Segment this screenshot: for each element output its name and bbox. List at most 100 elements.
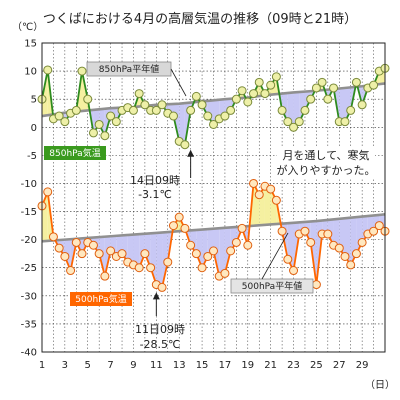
series-500-point — [197, 263, 207, 273]
series-500-point — [94, 249, 104, 259]
series-850-point — [289, 122, 299, 132]
x-tick-label: 25 — [310, 360, 323, 371]
series-500-point — [243, 240, 253, 250]
annotation-500-min-value: -28.5℃ — [140, 338, 181, 351]
series-500-point — [60, 251, 70, 261]
series-500-point — [237, 223, 247, 233]
series-850-normal-line — [41, 82, 386, 118]
series-850-point — [266, 80, 276, 90]
x-tick-label: 17 — [219, 360, 232, 371]
series-500-point — [249, 178, 259, 188]
series-500-point — [174, 212, 184, 222]
series-500-point — [203, 251, 213, 261]
series-850-point — [94, 119, 104, 129]
series-850-cold-fill — [299, 91, 305, 122]
annotation-850-min-value: -3.1℃ — [138, 188, 172, 201]
series-500-point — [66, 266, 76, 276]
plot-frame — [41, 42, 386, 353]
y-axis-label: （℃） — [12, 21, 43, 33]
series-850-point — [191, 91, 201, 101]
x-tick-label: 11 — [150, 360, 163, 371]
series-500-point — [48, 232, 58, 242]
series-850-point — [83, 94, 93, 104]
series-850-point — [77, 66, 87, 76]
label-850-normal: 850hPa平年値 — [99, 63, 159, 75]
series-850-point — [254, 77, 264, 87]
y-tick-label: -40 — [21, 348, 37, 359]
label-500-temp: 500hPa気温 — [75, 293, 126, 305]
series-500-point — [43, 187, 53, 197]
chart-title: つくばにおける4月の高層気温の推移（09時と21時） — [42, 12, 358, 27]
series-500-point — [351, 249, 361, 259]
series-850-point — [351, 77, 361, 87]
series-500-normal-line — [41, 213, 386, 243]
x-tick-label: 21 — [264, 360, 277, 371]
series-850-point — [60, 117, 70, 127]
series-500-point — [168, 221, 178, 231]
series-850-point — [277, 105, 287, 115]
series-500-point — [323, 229, 333, 239]
series-850-point — [249, 89, 259, 99]
series-850-point — [237, 86, 247, 96]
series-850-point — [180, 140, 190, 150]
series-850-point — [340, 117, 350, 127]
series-850-cold-fill — [179, 103, 185, 145]
series-850-point — [151, 105, 161, 115]
annotation-850-min-date: 14日09時 — [130, 174, 180, 187]
series-850-point — [260, 89, 270, 99]
y-tick-label: -15 — [21, 207, 37, 218]
x-tick-label: 27 — [333, 360, 346, 371]
series-500-point — [334, 243, 344, 253]
y-tick-label: -20 — [21, 235, 37, 246]
series-500-point — [117, 249, 127, 259]
series-500-point — [209, 246, 218, 256]
series-500-point — [231, 237, 241, 247]
x-tick-label: 5 — [85, 360, 91, 371]
series-500-cold-fill — [196, 229, 203, 268]
series-850-point — [231, 94, 241, 104]
series-850-point — [369, 80, 379, 90]
series-500-point — [311, 280, 321, 290]
x-tick-label: 15 — [196, 360, 209, 371]
series-850-point — [157, 100, 167, 110]
y-tick-label: -5 — [27, 151, 37, 162]
x-tick-label: 23 — [287, 360, 300, 371]
y-tick-label: -30 — [21, 291, 37, 302]
series-850-point — [329, 83, 339, 93]
series-500-point — [271, 195, 281, 205]
series-850-point — [300, 105, 310, 115]
series-500-point — [180, 223, 190, 233]
y-tick-label: 5 — [31, 95, 37, 106]
series-850-point — [323, 94, 333, 104]
series-850-point — [209, 119, 218, 129]
series-850-point — [294, 117, 304, 127]
label-500-normal: 500hPa平年値 — [242, 280, 302, 292]
series-500-point — [100, 271, 110, 281]
series-850-point — [106, 111, 116, 121]
series-500-point — [369, 226, 379, 236]
series-500-point — [191, 249, 201, 259]
series-500-warm-fill — [264, 186, 271, 225]
series-850-point — [54, 111, 64, 121]
series-500-point — [186, 240, 196, 250]
y-tick-label: -35 — [21, 319, 37, 330]
series-500-point — [71, 237, 81, 247]
series-850-point — [140, 100, 150, 110]
series-500-point — [54, 243, 64, 253]
series-850-point — [226, 105, 236, 115]
series-500-cold-fill — [156, 232, 163, 288]
x-tick-label: 7 — [107, 360, 113, 371]
series-500-point — [289, 266, 299, 276]
x-tick-label: 13 — [173, 360, 186, 371]
x-tick-label: 1 — [39, 360, 45, 371]
series-850-point — [243, 97, 253, 107]
x-axis-label: （日） — [365, 379, 395, 391]
series-500-point — [277, 226, 287, 236]
x-tick-label: 29 — [356, 360, 369, 371]
series-850-cold-fill — [207, 100, 214, 125]
annotation-500-min-date: 11日09時 — [135, 323, 185, 336]
label-500-normal-box — [230, 278, 314, 294]
series-850-point — [357, 100, 367, 110]
series-850-point — [88, 128, 98, 138]
